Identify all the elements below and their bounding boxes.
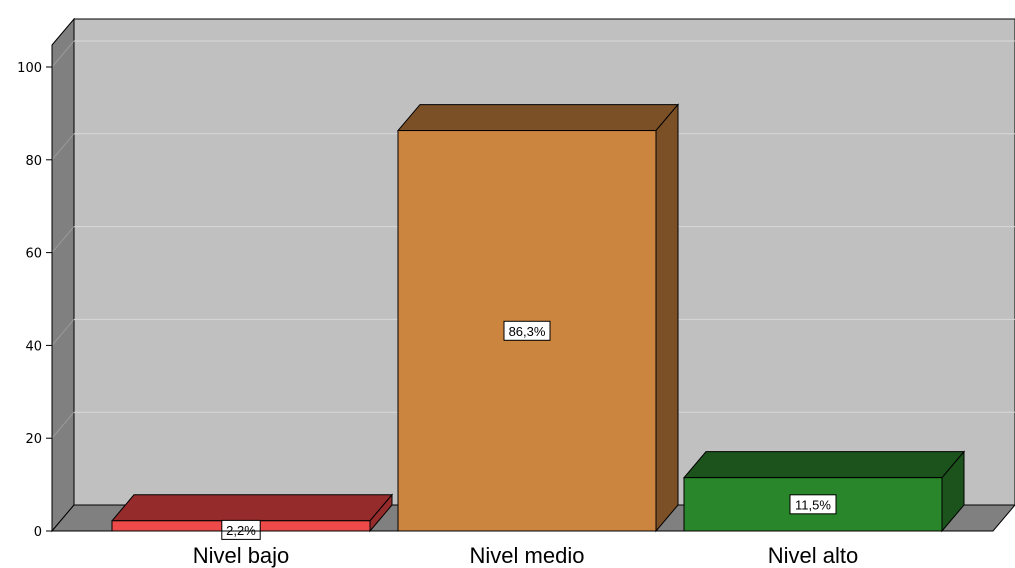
x-tick-label: Nivel medio bbox=[470, 543, 585, 568]
data-label: 86,3% bbox=[509, 324, 546, 339]
left-wall bbox=[51, 17, 75, 533]
bar-top bbox=[110, 494, 394, 522]
data-label-box bbox=[221, 519, 261, 540]
bar-side bbox=[655, 103, 679, 533]
y-tick-label: 40 bbox=[25, 339, 42, 354]
data-labels: 2,2% 86,3% 11,5% bbox=[221, 320, 837, 540]
y-tick-label: 100 bbox=[17, 61, 42, 76]
data-label-box bbox=[503, 320, 551, 341]
y-tick-label: 0 bbox=[34, 525, 42, 540]
y-tick-label: 20 bbox=[25, 432, 42, 447]
x-tick-label: Nivel bajo bbox=[193, 543, 290, 568]
y-tick-label: 80 bbox=[25, 154, 42, 169]
x-tick-label: Nivel alto bbox=[768, 543, 858, 568]
gridline-left-wall bbox=[51, 40, 75, 68]
axes: 0 20 40 60 80 100 Nivel bajo Nivel medio Nivel a… bbox=[17, 45, 993, 568]
gridline-left-wall bbox=[51, 226, 75, 253]
gridline-left-wall bbox=[51, 411, 75, 439]
data-label: 11,5% bbox=[795, 497, 831, 512]
gridline-left-wall bbox=[51, 133, 75, 161]
bar-top bbox=[396, 104, 680, 132]
data-label: 2,2% bbox=[226, 523, 256, 538]
gridline-left-wall bbox=[51, 319, 75, 346]
data-label-box bbox=[789, 494, 837, 515]
y-tick-label: 60 bbox=[25, 247, 42, 262]
bar-top bbox=[682, 451, 966, 479]
